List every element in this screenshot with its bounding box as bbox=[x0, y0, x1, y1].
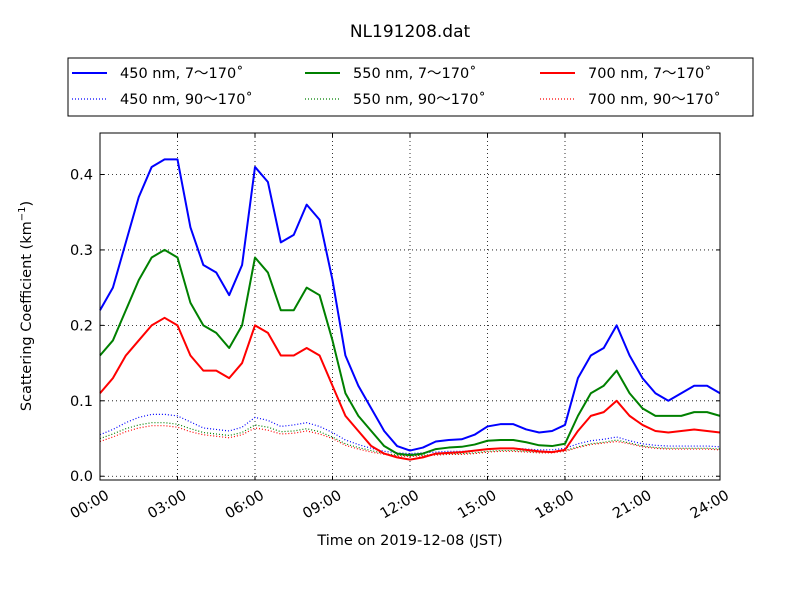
y-tick-label: 0.1 bbox=[70, 394, 93, 410]
plot-area bbox=[99, 132, 721, 481]
chart-title: NL191208.dat bbox=[350, 22, 471, 42]
legend-frame bbox=[67, 57, 754, 117]
y-tick-labels: 0.0 0.1 0.2 0.3 0.4 bbox=[70, 167, 93, 485]
x-tick-label: 15:00 bbox=[455, 488, 499, 523]
x-tick-label: 21:00 bbox=[610, 488, 654, 523]
x-tick-label: 00:00 bbox=[68, 488, 112, 523]
series-lines bbox=[99, 158, 721, 461]
series-line-2 bbox=[99, 248, 721, 457]
y-axis-label: Scattering Coefficient (km−1) bbox=[17, 201, 35, 411]
y-tick-label: 0.2 bbox=[70, 318, 93, 334]
legend-label: 550 nm, 7～170˚ bbox=[353, 65, 476, 82]
y-tick-label: 0.3 bbox=[70, 243, 93, 259]
y-axis-label-base: Scattering Coefficient (km bbox=[19, 221, 35, 411]
series-line-4 bbox=[99, 316, 721, 461]
axis-ticks bbox=[99, 133, 721, 480]
legend-label: 700 nm, 90～170˚ bbox=[588, 91, 721, 108]
x-tick-label: 09:00 bbox=[300, 488, 344, 523]
x-tick-label: 03:00 bbox=[145, 488, 189, 523]
x-tick-label: 12:00 bbox=[378, 488, 422, 523]
x-tick-label: 18:00 bbox=[533, 488, 577, 523]
y-axis-label-exponent: −1 bbox=[17, 207, 28, 222]
legend: 450 nm, 7～170˚ 550 nm, 7～170˚ 700 nm, 7～17… bbox=[67, 57, 754, 117]
x-tick-label: 24:00 bbox=[688, 488, 732, 523]
y-tick-label: 0.4 bbox=[70, 167, 93, 183]
legend-label: 450 nm, 7～170˚ bbox=[120, 65, 243, 82]
x-tick-labels: 00:00 03:00 06:00 09:00 12:00 15:00 18:00 21:00… bbox=[68, 488, 732, 523]
legend-label: 700 nm, 7～170˚ bbox=[588, 65, 711, 82]
series-line-0 bbox=[99, 158, 721, 452]
legend-label: 450 nm, 90～170˚ bbox=[120, 91, 253, 108]
legend-label: 550 nm, 90～170˚ bbox=[353, 91, 486, 108]
y-tick-label: 0.0 bbox=[70, 469, 93, 485]
x-tick-label: 06:00 bbox=[223, 488, 267, 523]
series-line-5 bbox=[99, 425, 721, 458]
x-axis-label: Time on 2019-12-08 (JST) bbox=[316, 533, 502, 549]
y-axis-label-close: ) bbox=[19, 201, 35, 207]
